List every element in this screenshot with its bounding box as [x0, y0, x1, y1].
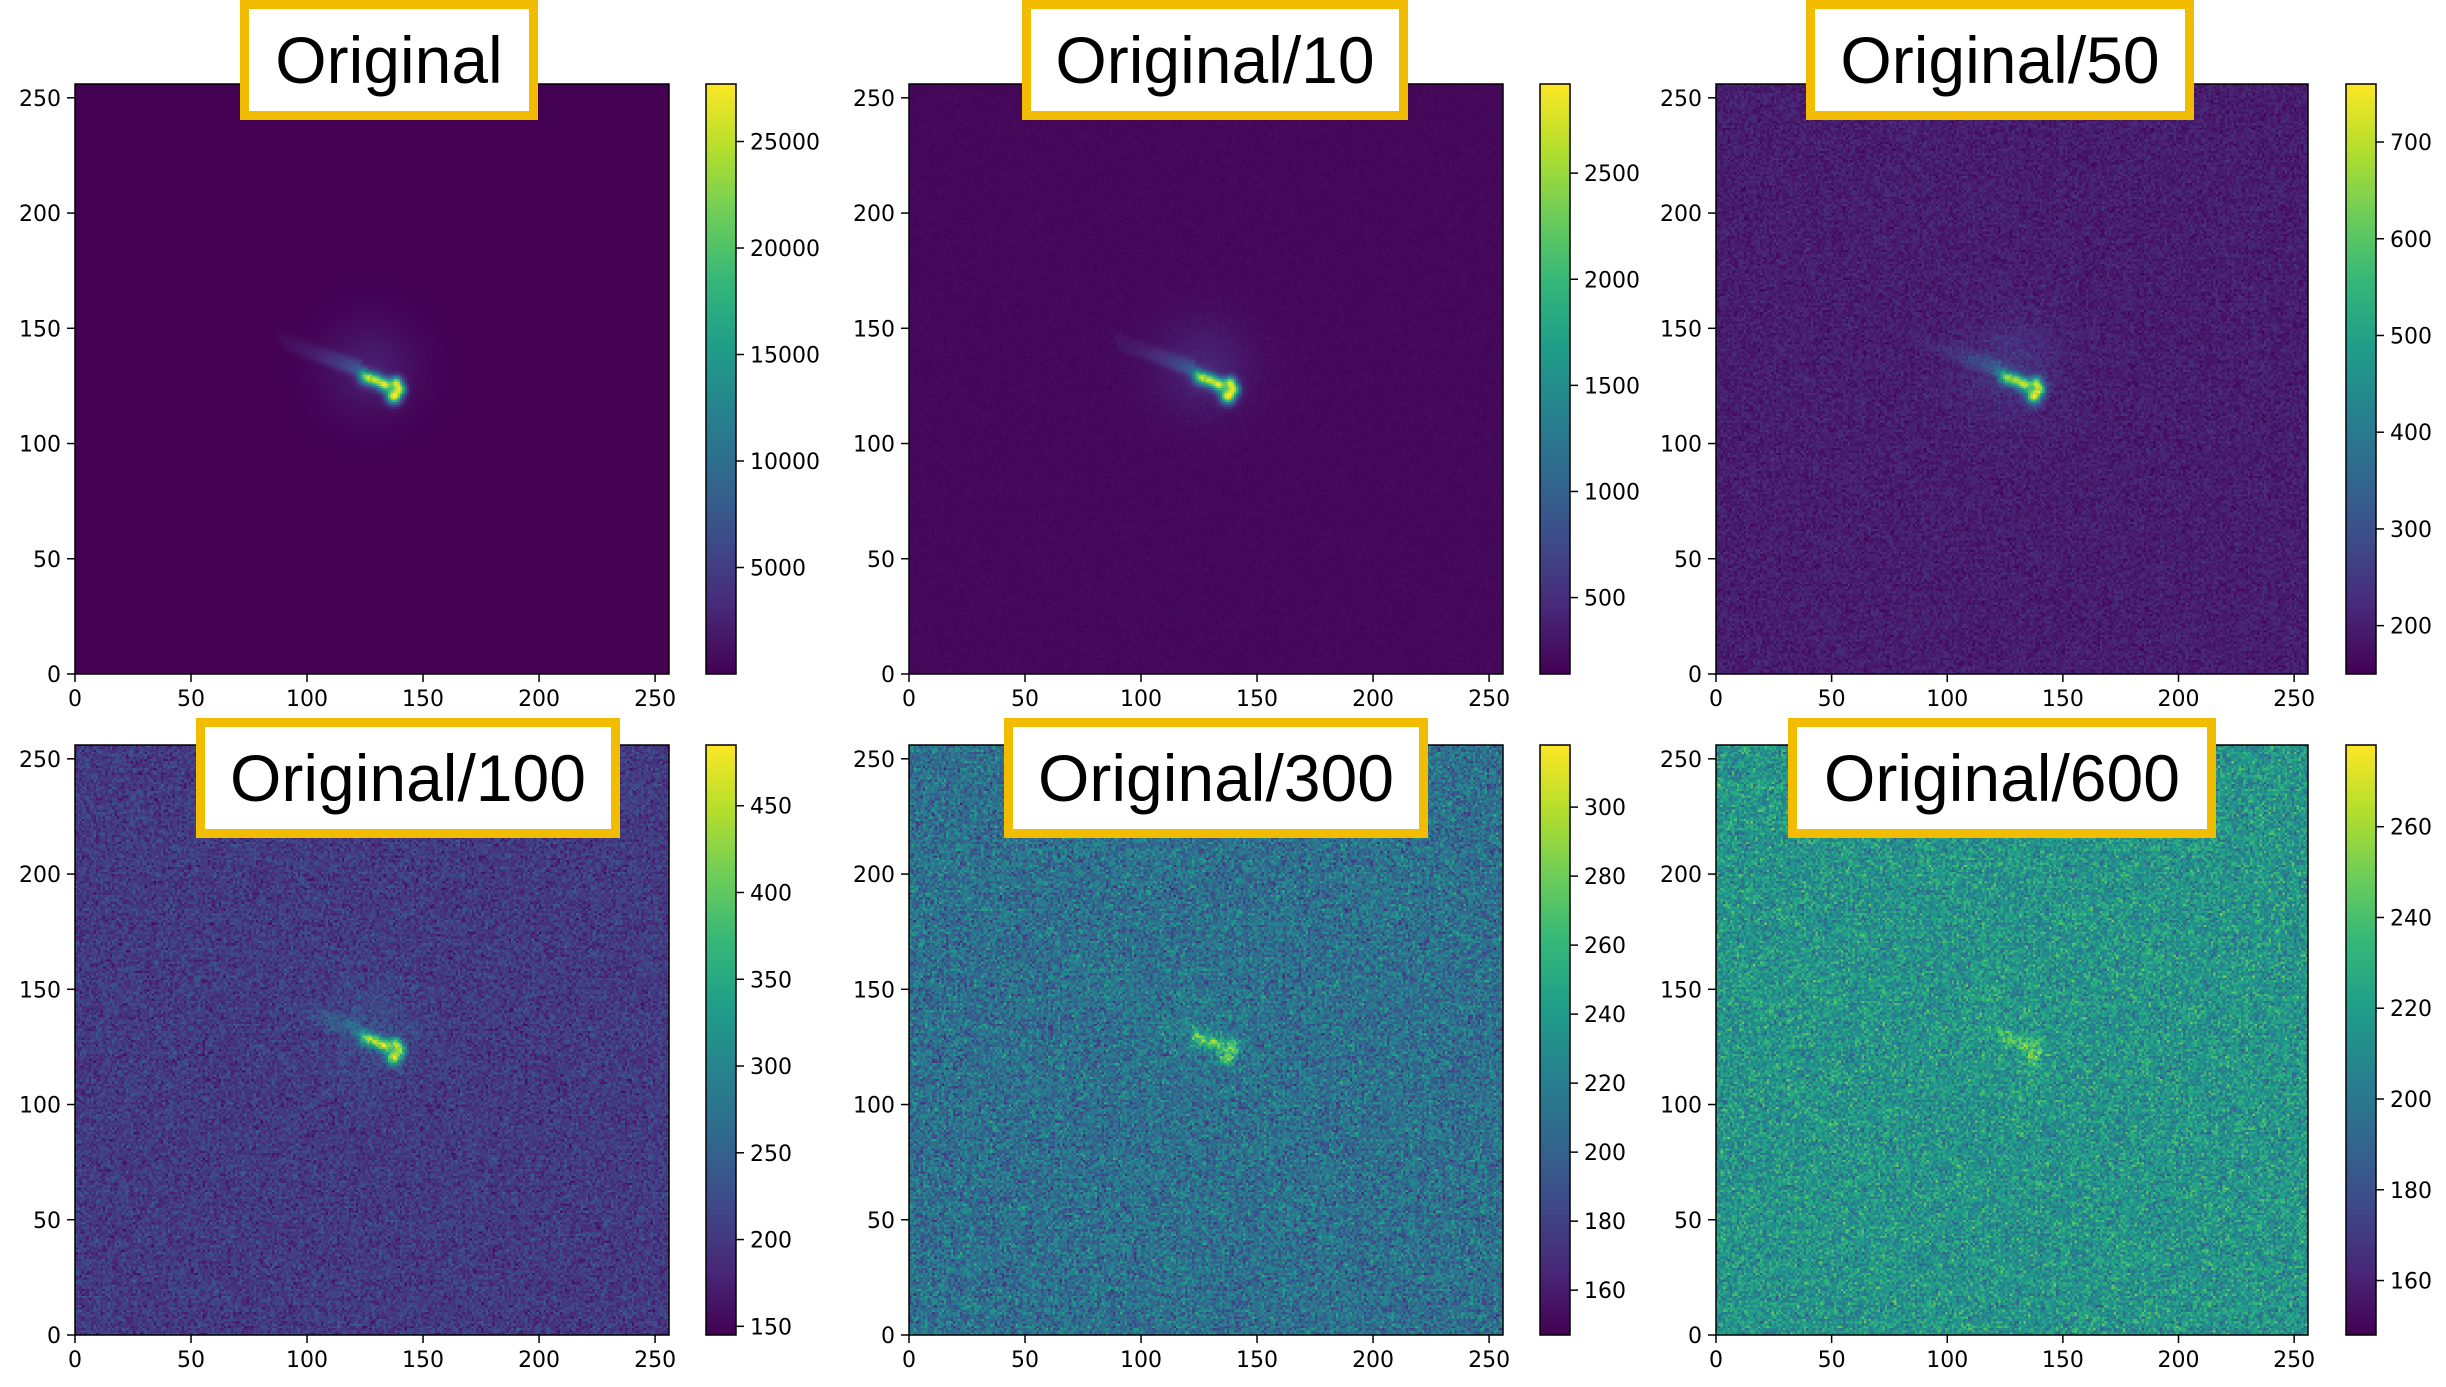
- y-tick-label: 250: [1660, 748, 1702, 773]
- panel-label: Original/600: [1788, 718, 2216, 838]
- panel-label: Original/50: [1806, 0, 2194, 120]
- colorbar-tick-label: 200: [2390, 1088, 2432, 1113]
- colorbar-tick-label: 220: [2390, 997, 2432, 1022]
- x-tick-label: 150: [2042, 1348, 2084, 1373]
- colorbar-tick-label: 180: [2390, 1179, 2432, 1204]
- colorbar-tick-label: 160: [2390, 1270, 2432, 1295]
- x-tick-label: 200: [2158, 1348, 2200, 1373]
- y-tick-label: 200: [1660, 863, 1702, 888]
- y-tick-label: 100: [1660, 1094, 1702, 1119]
- colorbar-tick-label: 260: [2390, 816, 2432, 841]
- panel-label: Original/10: [1022, 0, 1408, 120]
- y-tick-label: 0: [1688, 1324, 1702, 1349]
- y-tick-label: 50: [1674, 1209, 1702, 1234]
- panel-label: Original: [240, 0, 538, 120]
- x-tick-label: 100: [1926, 1348, 1968, 1373]
- colorbar: [2345, 744, 2377, 1336]
- x-tick-label: 0: [1709, 1348, 1723, 1373]
- panel-label: Original/300: [1004, 718, 1428, 838]
- y-tick-label: 150: [1660, 978, 1702, 1003]
- panel-label: Original/100: [196, 718, 620, 838]
- x-tick-label: 50: [1818, 1348, 1846, 1373]
- x-tick-label: 250: [2273, 1348, 2315, 1373]
- colorbar-tick-label: 240: [2390, 906, 2432, 931]
